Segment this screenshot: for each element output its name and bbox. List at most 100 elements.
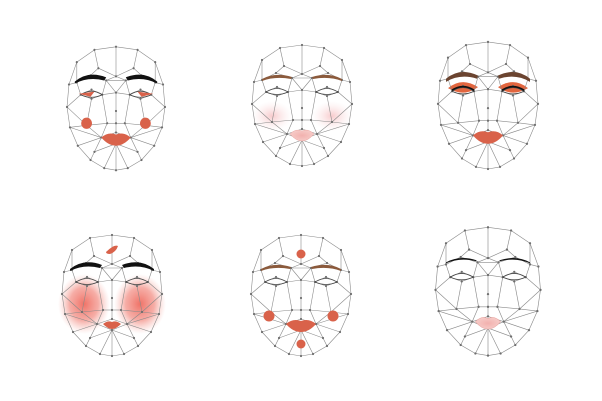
mesh-point	[339, 140, 343, 144]
mesh-point	[300, 164, 304, 168]
mesh-line	[283, 65, 303, 75]
right-eye-icon	[314, 278, 338, 285]
mesh-point	[299, 354, 303, 358]
mesh-line	[316, 133, 325, 149]
mesh-point	[459, 343, 462, 347]
mesh-line	[471, 306, 479, 322]
mesh-line	[340, 249, 350, 273]
mesh-line	[111, 329, 135, 339]
mesh-point	[468, 62, 472, 66]
mesh-line	[487, 72, 499, 77]
mesh-point	[537, 265, 540, 268]
mesh-line	[252, 269, 262, 273]
mesh-line	[271, 95, 278, 123]
mesh-line	[435, 276, 451, 291]
mesh-line	[161, 106, 166, 128]
mesh-point	[299, 296, 303, 300]
mesh-line	[473, 76, 479, 92]
mesh-point	[476, 261, 479, 264]
mesh-point	[349, 292, 353, 296]
mesh-point	[84, 344, 88, 348]
mesh-line	[300, 234, 324, 239]
mesh-line	[287, 89, 303, 93]
mesh-line	[282, 255, 302, 265]
mesh-line	[505, 63, 515, 72]
mesh-point	[119, 308, 123, 312]
mesh-line	[275, 155, 291, 165]
mesh-line	[99, 353, 113, 357]
mesh-point	[260, 330, 264, 334]
lips	[103, 321, 121, 329]
face-mesh	[437, 41, 539, 170]
mesh-line	[104, 167, 117, 171]
mesh-line	[473, 274, 489, 278]
mesh-line	[290, 263, 302, 269]
mesh-line	[517, 103, 539, 124]
mesh-point	[438, 79, 442, 82]
mesh-line	[141, 311, 160, 315]
mesh-point	[439, 123, 443, 127]
mesh-point	[311, 352, 315, 356]
mesh-line	[323, 147, 329, 157]
mesh-line	[99, 329, 113, 355]
mesh-point	[89, 158, 92, 162]
mesh-line	[101, 94, 108, 124]
mesh-point	[471, 320, 474, 323]
mesh-line	[477, 76, 489, 90]
mesh-point	[539, 288, 542, 292]
mesh-line	[477, 262, 489, 276]
mesh-line	[322, 337, 328, 347]
mesh-line	[475, 166, 489, 170]
mesh-line	[487, 262, 499, 276]
mesh-point	[90, 97, 93, 100]
mesh-line	[311, 77, 317, 93]
mesh-line	[499, 158, 515, 168]
mesh-line	[506, 249, 516, 258]
mesh-line	[271, 121, 288, 135]
mesh-line	[129, 255, 139, 264]
mesh-line	[66, 106, 71, 128]
mesh-point	[300, 43, 304, 47]
mesh-point	[467, 248, 471, 251]
mesh-point	[340, 58, 344, 62]
mesh-line	[61, 293, 83, 313]
mesh-line	[127, 159, 142, 169]
mesh-line	[487, 63, 507, 73]
mesh-point	[330, 120, 334, 124]
mesh-line	[473, 88, 489, 92]
mesh-point	[346, 312, 350, 316]
mesh-line	[285, 309, 293, 325]
mesh-point	[132, 236, 136, 240]
mesh-line	[141, 293, 163, 313]
mesh-point	[65, 105, 69, 109]
mesh-line	[279, 139, 303, 149]
mesh-line	[528, 310, 538, 331]
mesh-line	[102, 92, 117, 96]
mesh-line	[126, 311, 143, 325]
mesh-line	[137, 49, 156, 63]
mesh-line	[316, 133, 342, 143]
mesh-line	[98, 67, 117, 77]
mesh-line	[465, 41, 489, 46]
mesh-line	[515, 329, 530, 346]
left-eyebrow	[74, 74, 107, 84]
mesh-point	[120, 266, 124, 270]
mesh-point	[486, 315, 490, 318]
mesh-line	[85, 345, 101, 355]
mesh-point	[251, 270, 255, 274]
mesh-line	[261, 47, 281, 61]
mesh-line	[286, 267, 292, 283]
mesh-line	[115, 143, 129, 169]
mesh-point	[512, 70, 516, 73]
mesh-line	[529, 264, 539, 267]
mesh-point	[512, 157, 516, 160]
mesh-point	[273, 261, 277, 265]
mesh-line	[288, 353, 302, 357]
mesh-line	[464, 230, 470, 250]
mesh-line	[326, 95, 333, 123]
mesh-point	[76, 144, 79, 147]
mesh-point	[511, 94, 515, 97]
mesh-line	[497, 76, 503, 92]
mesh-line	[124, 123, 131, 138]
mesh-point	[97, 67, 100, 70]
